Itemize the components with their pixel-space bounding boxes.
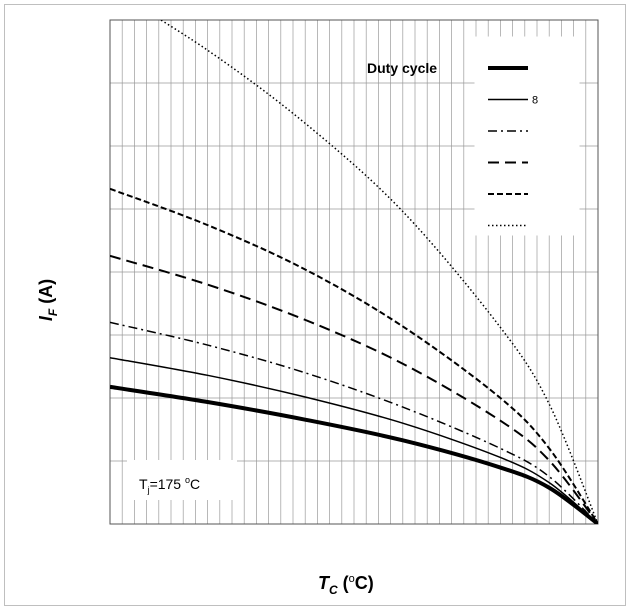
- plot-border: [109, 19, 599, 525]
- series-line-3: [110, 321, 598, 524]
- series-lines: [110, 20, 598, 524]
- legend: Duty cycle 8: [367, 36, 580, 236]
- legend-label-2: 8: [532, 95, 538, 107]
- series-line-2: [110, 356, 598, 524]
- series-line-4: [110, 254, 598, 524]
- grid: [110, 20, 598, 524]
- legend-items: 8: [488, 66, 538, 227]
- annotation-box: [127, 460, 237, 500]
- x-axis-label: TC (oC): [318, 573, 374, 597]
- series-line-5: [110, 187, 598, 524]
- legend-title: Duty cycle: [367, 60, 437, 76]
- y-axis-label: IF (A): [36, 279, 60, 321]
- series-line-6: [159, 20, 598, 524]
- annotation-text: Tj=175 oC: [139, 475, 200, 495]
- temperature-annotation: Tj=175 oC: [127, 460, 237, 500]
- series-line-1: [110, 384, 598, 524]
